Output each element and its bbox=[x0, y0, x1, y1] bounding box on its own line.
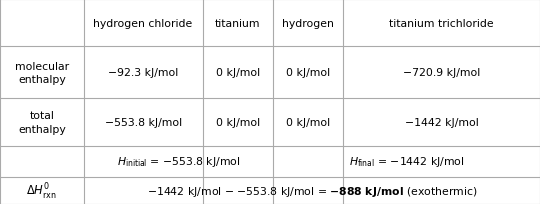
Text: −553.8 kJ/mol: −553.8 kJ/mol bbox=[105, 118, 181, 127]
Text: hydrogen chloride: hydrogen chloride bbox=[93, 19, 193, 28]
Text: total
enthalpy: total enthalpy bbox=[18, 111, 66, 134]
Text: −92.3 kJ/mol: −92.3 kJ/mol bbox=[108, 68, 178, 78]
Text: 0 kJ/mol: 0 kJ/mol bbox=[215, 68, 260, 78]
Text: titanium trichloride: titanium trichloride bbox=[389, 19, 494, 28]
Text: $-$1442 kJ/mol $-$ $-$553.8 kJ/mol = $\mathbf{-888\ kJ/mol}$ (exothermic): $-$1442 kJ/mol $-$ $-$553.8 kJ/mol = $\m… bbox=[147, 184, 477, 198]
Text: titanium: titanium bbox=[215, 19, 260, 28]
Text: $\Delta H^0_{\rm rxn}$: $\Delta H^0_{\rm rxn}$ bbox=[26, 181, 57, 201]
Text: molecular
enthalpy: molecular enthalpy bbox=[15, 61, 69, 84]
Text: −1442 kJ/mol: −1442 kJ/mol bbox=[404, 118, 478, 127]
Text: 0 kJ/mol: 0 kJ/mol bbox=[215, 118, 260, 127]
Text: 0 kJ/mol: 0 kJ/mol bbox=[286, 68, 330, 78]
Text: −720.9 kJ/mol: −720.9 kJ/mol bbox=[403, 68, 480, 78]
Text: $\mathit{H}_{\rm initial}$ = −553.8 kJ/mol: $\mathit{H}_{\rm initial}$ = −553.8 kJ/m… bbox=[117, 155, 240, 169]
Text: $\mathit{H}_{\rm final}$ = −1442 kJ/mol: $\mathit{H}_{\rm final}$ = −1442 kJ/mol bbox=[348, 155, 464, 169]
Text: 0 kJ/mol: 0 kJ/mol bbox=[286, 118, 330, 127]
Text: hydrogen: hydrogen bbox=[282, 19, 334, 28]
